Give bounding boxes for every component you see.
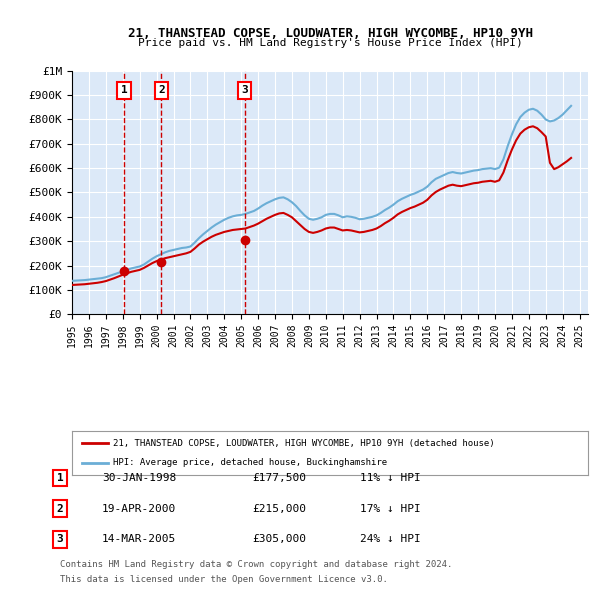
Text: 3: 3 (241, 86, 248, 95)
Text: 30-JAN-1998: 30-JAN-1998 (102, 473, 176, 483)
Text: 24% ↓ HPI: 24% ↓ HPI (360, 535, 421, 544)
Text: 3: 3 (56, 535, 64, 544)
Text: 1: 1 (56, 473, 64, 483)
Text: HPI: Average price, detached house, Buckinghamshire: HPI: Average price, detached house, Buck… (113, 458, 388, 467)
Text: Contains HM Land Registry data © Crown copyright and database right 2024.: Contains HM Land Registry data © Crown c… (60, 560, 452, 569)
Text: £305,000: £305,000 (252, 535, 306, 544)
Text: 14-MAR-2005: 14-MAR-2005 (102, 535, 176, 544)
Text: 2: 2 (158, 86, 165, 95)
Text: 17% ↓ HPI: 17% ↓ HPI (360, 504, 421, 513)
Text: Price paid vs. HM Land Registry's House Price Index (HPI): Price paid vs. HM Land Registry's House … (137, 38, 523, 48)
Text: 19-APR-2000: 19-APR-2000 (102, 504, 176, 513)
Text: 21, THANSTEAD COPSE, LOUDWATER, HIGH WYCOMBE, HP10 9YH: 21, THANSTEAD COPSE, LOUDWATER, HIGH WYC… (128, 27, 533, 40)
Text: 21, THANSTEAD COPSE, LOUDWATER, HIGH WYCOMBE, HP10 9YH (detached house): 21, THANSTEAD COPSE, LOUDWATER, HIGH WYC… (113, 438, 495, 448)
Text: £177,500: £177,500 (252, 473, 306, 483)
Text: 11% ↓ HPI: 11% ↓ HPI (360, 473, 421, 483)
Text: £215,000: £215,000 (252, 504, 306, 513)
Text: This data is licensed under the Open Government Licence v3.0.: This data is licensed under the Open Gov… (60, 575, 388, 584)
Text: 1: 1 (121, 86, 127, 95)
Text: 2: 2 (56, 504, 64, 513)
